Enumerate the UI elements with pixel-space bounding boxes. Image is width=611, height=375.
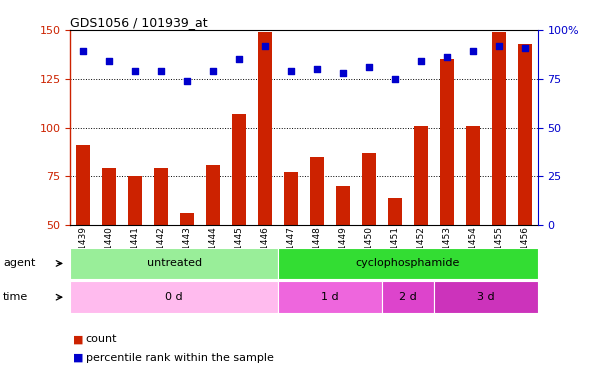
Bar bbox=[206, 165, 220, 225]
Bar bbox=[466, 126, 480, 225]
Point bbox=[260, 43, 270, 49]
Bar bbox=[310, 157, 324, 225]
Point bbox=[104, 58, 114, 64]
Bar bbox=[154, 168, 168, 225]
Point bbox=[156, 68, 166, 74]
Text: cyclophosphamide: cyclophosphamide bbox=[356, 258, 460, 268]
Point bbox=[442, 54, 452, 60]
Text: percentile rank within the sample: percentile rank within the sample bbox=[86, 353, 273, 363]
Point bbox=[520, 45, 530, 51]
Bar bbox=[232, 114, 246, 225]
Bar bbox=[492, 32, 506, 225]
Point bbox=[130, 68, 140, 74]
Bar bbox=[518, 44, 532, 225]
Text: 3 d: 3 d bbox=[477, 292, 494, 302]
Bar bbox=[128, 176, 142, 225]
Bar bbox=[414, 126, 428, 225]
Point bbox=[390, 76, 400, 82]
Point bbox=[234, 56, 244, 62]
Point bbox=[416, 58, 426, 64]
Bar bbox=[278, 281, 382, 313]
Bar bbox=[362, 153, 376, 225]
Text: 1 d: 1 d bbox=[321, 292, 338, 302]
Bar bbox=[388, 198, 402, 225]
Point bbox=[468, 48, 478, 54]
Point bbox=[312, 66, 322, 72]
Bar bbox=[278, 248, 538, 279]
Text: count: count bbox=[86, 334, 117, 344]
Text: ■: ■ bbox=[73, 353, 84, 363]
Point bbox=[338, 70, 348, 76]
Bar bbox=[70, 281, 278, 313]
Bar bbox=[258, 32, 272, 225]
Text: GDS1056 / 101939_at: GDS1056 / 101939_at bbox=[70, 16, 208, 29]
Text: 0 d: 0 d bbox=[166, 292, 183, 302]
Text: ■: ■ bbox=[73, 334, 84, 344]
Bar bbox=[336, 186, 350, 225]
Bar bbox=[180, 213, 194, 225]
Text: agent: agent bbox=[3, 258, 35, 268]
Bar bbox=[434, 281, 538, 313]
Bar bbox=[382, 281, 434, 313]
Point bbox=[208, 68, 218, 74]
Bar bbox=[76, 145, 90, 225]
Point bbox=[364, 64, 374, 70]
Text: untreated: untreated bbox=[147, 258, 202, 268]
Bar bbox=[70, 248, 278, 279]
Text: time: time bbox=[3, 292, 28, 302]
Point bbox=[78, 48, 88, 54]
Bar bbox=[102, 168, 116, 225]
Text: 2 d: 2 d bbox=[399, 292, 417, 302]
Point bbox=[494, 43, 503, 49]
Bar bbox=[284, 172, 298, 225]
Bar bbox=[440, 59, 454, 225]
Point bbox=[286, 68, 296, 74]
Point bbox=[182, 78, 192, 84]
